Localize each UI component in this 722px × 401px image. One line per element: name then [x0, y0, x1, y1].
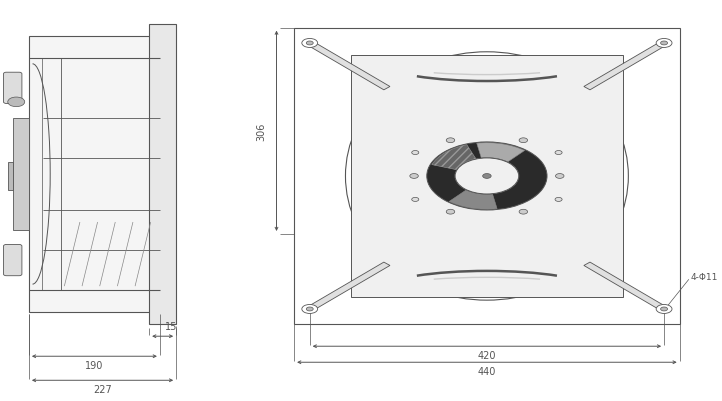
Circle shape [302, 39, 318, 49]
Bar [294, 28, 679, 324]
Text: 420: 420 [478, 350, 496, 360]
Bar [351, 56, 623, 297]
Circle shape [8, 98, 25, 107]
Wedge shape [427, 143, 547, 211]
Circle shape [410, 174, 418, 179]
Wedge shape [432, 145, 476, 170]
Polygon shape [307, 42, 390, 91]
Circle shape [555, 198, 562, 202]
Bar [149, 25, 176, 324]
Text: 190: 190 [85, 360, 103, 370]
Circle shape [306, 42, 313, 46]
Circle shape [306, 307, 313, 311]
Circle shape [446, 138, 455, 143]
Circle shape [455, 158, 518, 194]
FancyBboxPatch shape [4, 73, 22, 104]
Text: 227: 227 [93, 384, 112, 394]
Circle shape [483, 174, 491, 179]
Circle shape [519, 138, 528, 143]
Circle shape [656, 305, 672, 314]
Polygon shape [307, 262, 390, 311]
Circle shape [302, 305, 318, 314]
Circle shape [519, 210, 528, 215]
Bar [14, 119, 29, 231]
Circle shape [661, 307, 668, 311]
Circle shape [555, 151, 562, 155]
Wedge shape [449, 190, 497, 210]
Circle shape [412, 198, 419, 202]
Polygon shape [584, 262, 667, 311]
FancyBboxPatch shape [4, 245, 22, 276]
Circle shape [661, 42, 668, 46]
Text: 440: 440 [478, 366, 496, 376]
Text: 306: 306 [256, 122, 266, 141]
Wedge shape [477, 143, 525, 162]
Bar [29, 36, 160, 312]
Text: 15: 15 [165, 321, 178, 331]
Circle shape [446, 210, 455, 215]
Circle shape [555, 174, 564, 179]
Circle shape [656, 39, 672, 49]
Circle shape [412, 151, 419, 155]
Bar [8, 162, 14, 190]
Polygon shape [584, 42, 667, 91]
Ellipse shape [345, 53, 628, 300]
Text: 4-Φ11: 4-Φ11 [690, 272, 718, 281]
